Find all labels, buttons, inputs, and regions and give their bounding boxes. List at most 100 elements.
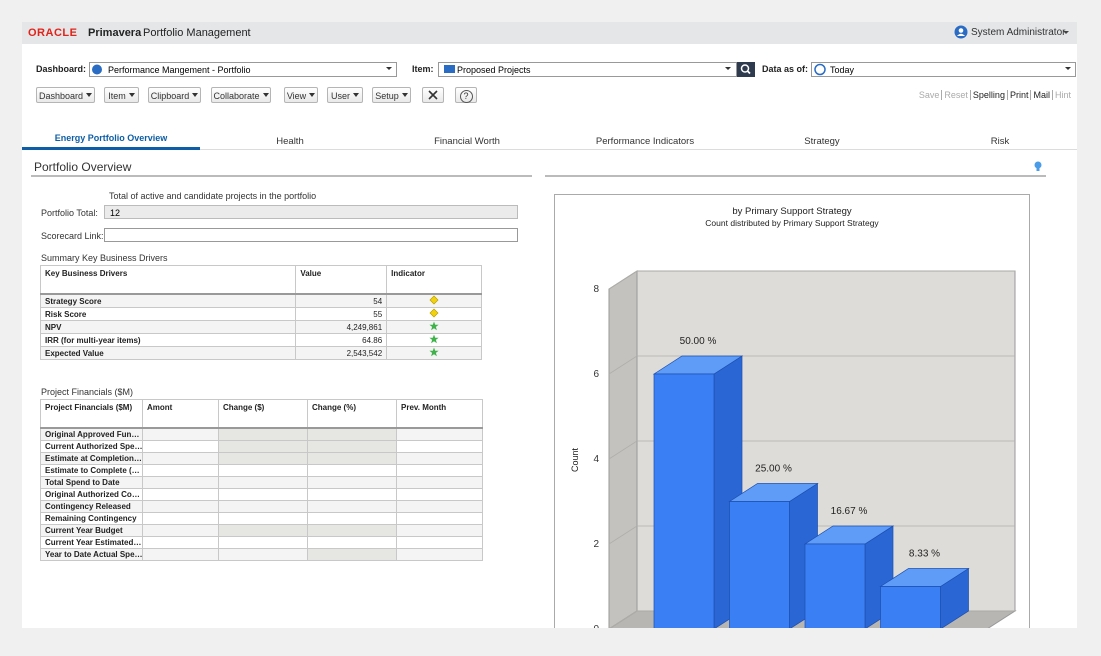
row-name: Original Authorized Co… <box>41 489 143 501</box>
cell <box>397 525 483 537</box>
menu-label: View <box>287 91 306 101</box>
column-header: Change ($) <box>219 400 308 429</box>
bar <box>881 587 941 629</box>
menu-label: Clipboard <box>151 91 190 101</box>
chart: by Primary Support Strategy Count distri… <box>554 194 1031 628</box>
driver-name: NPV <box>41 321 296 334</box>
table-row: Contingency Released <box>41 501 483 513</box>
cell <box>397 477 483 489</box>
value-label: 16.67 % <box>831 506 868 517</box>
financials-title: Project Financials ($M) <box>41 387 133 397</box>
menu-button[interactable]: Setup <box>372 87 411 103</box>
table-header: Project Financials ($M)AmontChange ($)Ch… <box>41 400 483 429</box>
help-button[interactable]: ? <box>455 87 477 103</box>
tab[interactable]: Performance Indicators <box>596 136 694 147</box>
y-tick-label: 2 <box>593 539 599 550</box>
cell <box>219 453 308 465</box>
table-row: Original Approved Fun… <box>41 428 483 441</box>
financials-table: Project Financials ($M)AmontChange ($)Ch… <box>40 399 483 561</box>
row-name: Estimate to Complete (… <box>41 465 143 477</box>
bulb-icon[interactable] <box>1033 160 1043 174</box>
tab[interactable]: Strategy <box>804 136 839 147</box>
cell <box>143 513 219 525</box>
cell <box>143 477 219 489</box>
indicator-star <box>429 322 438 331</box>
menu-button[interactable]: Clipboard <box>148 87 201 103</box>
table-row: Strategy Score54 <box>41 294 482 308</box>
product: Primavera <box>88 27 141 39</box>
module: Portfolio Management <box>143 27 251 39</box>
user-caret[interactable] <box>1062 30 1070 36</box>
cell <box>397 537 483 549</box>
row-name: Estimate at Completion… <box>41 453 143 465</box>
action-link[interactable]: Print <box>1010 90 1029 100</box>
cell <box>397 549 483 561</box>
actions: SaveResetSpellingPrintMailHint <box>919 90 1071 100</box>
indicator-cell <box>387 334 482 347</box>
bar <box>805 544 865 628</box>
driver-name: IRR (for multi-year items) <box>41 334 296 347</box>
left-wall <box>609 271 637 628</box>
row-name: Original Approved Fun… <box>41 428 143 441</box>
menu-label: Item <box>108 91 126 101</box>
action-link[interactable]: Spelling <box>973 90 1005 100</box>
row-name: Current Authorized Spe… <box>41 441 143 453</box>
indicator-diamond <box>430 296 438 304</box>
cell <box>219 549 308 561</box>
menu-button[interactable]: Item <box>104 87 139 103</box>
table-header: Key Business DriversValueIndicator <box>41 266 482 295</box>
tools-button[interactable] <box>422 87 444 103</box>
cell <box>308 525 397 537</box>
y-tick-label: 0 <box>593 624 599 628</box>
indicator-diamond <box>430 309 438 317</box>
cell <box>219 465 308 477</box>
indicator-cell <box>387 308 482 321</box>
cell <box>308 549 397 561</box>
menu-button[interactable]: Collaborate <box>211 87 271 103</box>
cell <box>143 501 219 513</box>
cell <box>143 549 219 561</box>
value-label: 8.33 % <box>909 549 940 560</box>
tab[interactable]: Risk <box>991 136 1009 147</box>
indicator-cell <box>387 347 482 360</box>
table-row: IRR (for multi-year items)64.86 <box>41 334 482 347</box>
indicator-icon <box>429 347 439 357</box>
cell <box>219 513 308 525</box>
y-axis-label: Count <box>570 448 580 473</box>
tab[interactable]: Financial Worth <box>434 136 500 147</box>
indicator-star <box>429 348 438 357</box>
cell <box>143 428 219 441</box>
menu-button[interactable]: Dashboard <box>36 87 95 103</box>
driver-value: 54 <box>296 294 387 308</box>
panel-title: Portfolio Overview <box>34 160 131 174</box>
action-link: Reset <box>944 90 968 100</box>
cell <box>308 477 397 489</box>
column-header: Amont <box>143 400 219 429</box>
column-header: Key Business Drivers <box>41 266 296 295</box>
scorecard-field[interactable] <box>104 228 518 242</box>
action-separator <box>941 90 942 100</box>
table-row: Current Authorized Spe… <box>41 441 483 453</box>
indicator-icon <box>429 321 439 331</box>
cell <box>397 453 483 465</box>
cell <box>308 453 397 465</box>
table-row: Remaining Contingency <box>41 513 483 525</box>
driver-value: 2,543,542 <box>296 347 387 360</box>
menu-button[interactable]: User <box>327 87 363 103</box>
action-link[interactable]: Mail <box>1033 90 1050 100</box>
panel-rule <box>545 175 1046 177</box>
menu-button[interactable]: View <box>284 87 318 103</box>
tab[interactable]: Health <box>276 136 303 147</box>
cell <box>397 428 483 441</box>
column-header: Indicator <box>387 266 482 295</box>
column-header: Prev. Month <box>397 400 483 429</box>
cell <box>219 441 308 453</box>
select-icons <box>22 62 1077 78</box>
table-row: Estimate at Completion… <box>41 453 483 465</box>
action-link: Save <box>919 90 940 100</box>
tab-underline <box>22 147 200 150</box>
user-menu[interactable]: System Administrator <box>971 27 1065 38</box>
total-label: Portfolio Total: <box>41 208 98 218</box>
tab[interactable]: Energy Portfolio Overview <box>55 133 168 143</box>
cell <box>397 465 483 477</box>
